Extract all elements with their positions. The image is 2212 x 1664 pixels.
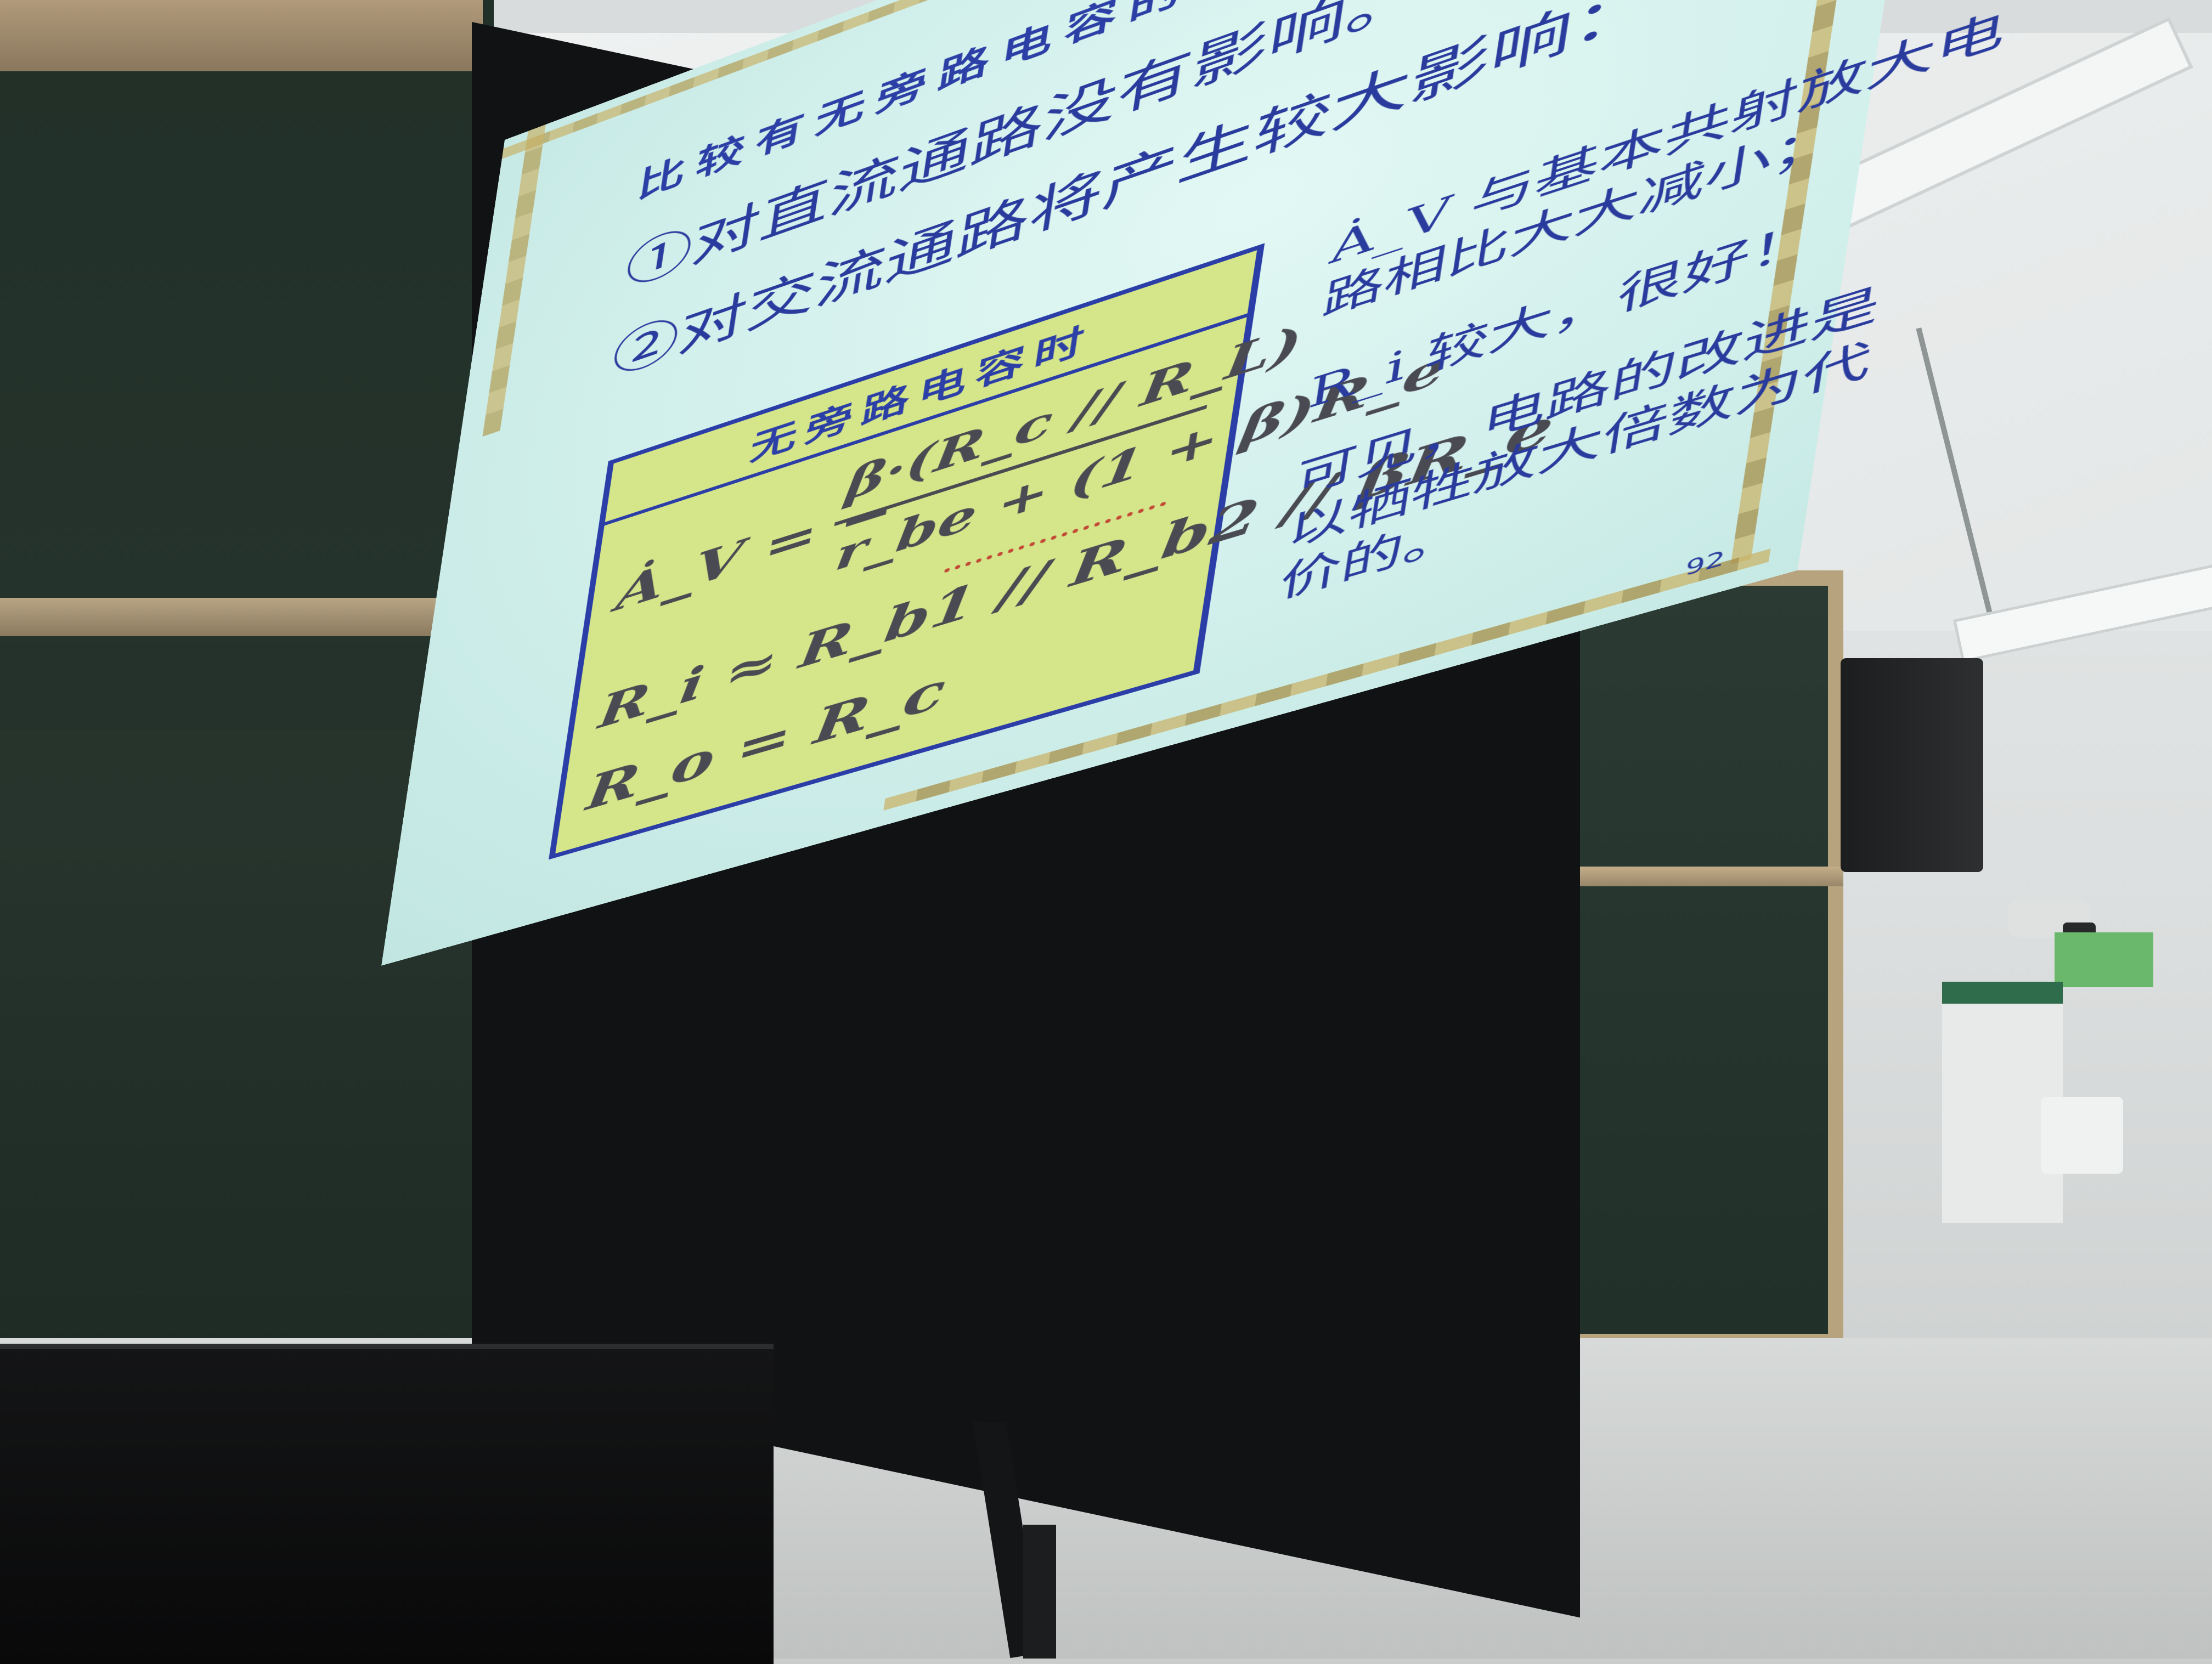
green-sign bbox=[2055, 932, 2153, 987]
microphone-stand bbox=[1023, 1525, 1056, 1659]
foreground-monitor bbox=[0, 1344, 774, 1664]
wall-speaker bbox=[1841, 658, 1983, 872]
microphone-icon bbox=[946, 1341, 1040, 1423]
blackboard-frame bbox=[0, 0, 483, 71]
blackboard-divider bbox=[1536, 867, 1843, 886]
blackboard-rail bbox=[0, 598, 450, 636]
blackboard-panel bbox=[0, 642, 450, 729]
blackboard-right bbox=[1536, 570, 1843, 1349]
wall-socket-box bbox=[2041, 1097, 2123, 1174]
